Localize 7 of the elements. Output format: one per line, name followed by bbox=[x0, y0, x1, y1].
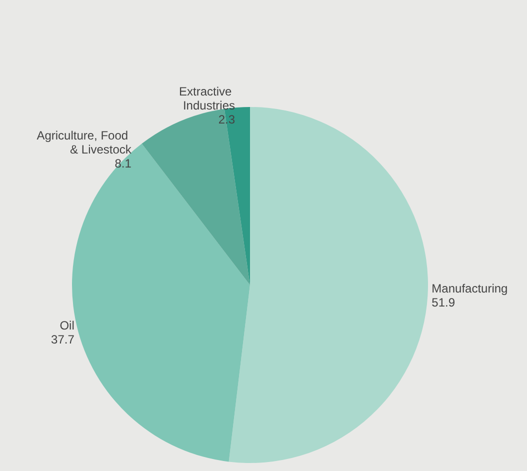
slice-label: Agriculture, Food & Livestock bbox=[36, 128, 132, 156]
data-label: 51.9 bbox=[432, 296, 456, 310]
data-label: 2.3 bbox=[218, 112, 236, 126]
slice-label: Oil bbox=[60, 318, 74, 332]
data-label: 37.7 bbox=[51, 332, 75, 346]
slice-label: Extractive Industries bbox=[178, 84, 236, 112]
slice-label: Manufacturing bbox=[432, 282, 508, 296]
